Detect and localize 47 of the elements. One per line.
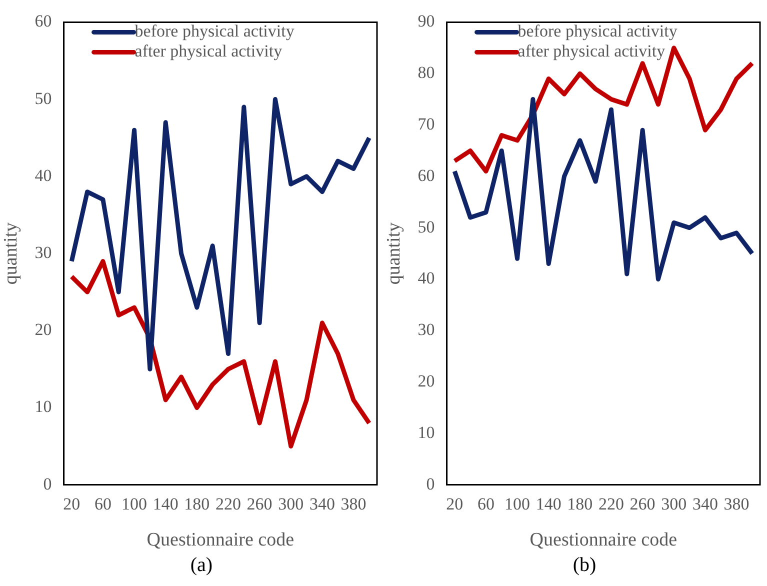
y-tick-label: 20 xyxy=(418,371,435,390)
y-tick-label: 50 xyxy=(418,217,435,236)
y-tick-label: 60 xyxy=(418,166,435,185)
legend-label: before physical activity xyxy=(134,22,295,41)
y-tick-label: 70 xyxy=(418,114,435,134)
x-tick-label: 380 xyxy=(340,494,366,514)
x-tick-label: 60 xyxy=(94,494,112,514)
x-tick-label: 140 xyxy=(536,494,562,514)
y-tick-label: 40 xyxy=(34,166,52,185)
x-tick-label: 260 xyxy=(246,494,272,514)
y-tick-label: 10 xyxy=(34,397,52,416)
y-tick-label: 30 xyxy=(34,242,52,262)
x-tick-label: 340 xyxy=(309,494,335,514)
x-tick-label: 100 xyxy=(504,494,530,514)
y-tick-label: 0 xyxy=(43,474,52,494)
x-tick-label: 220 xyxy=(598,494,624,514)
y-tick-label: 60 xyxy=(34,12,52,31)
y-tick-label: 90 xyxy=(418,12,435,31)
legend-label: before physical activity xyxy=(518,22,678,41)
text: (a) xyxy=(189,554,214,577)
x-tick-label: 340 xyxy=(692,494,718,514)
x-tick-label: 20 xyxy=(446,494,464,514)
legend-label: after physical activity xyxy=(134,42,283,61)
x-axis-title: Questionnaire code xyxy=(146,530,294,551)
y-tick-label: 0 xyxy=(426,474,435,494)
x-tick-label: 180 xyxy=(184,494,210,514)
x-tick-label: 60 xyxy=(477,494,494,514)
x-tick-label: 100 xyxy=(122,494,148,514)
x-tick-label: 300 xyxy=(661,494,687,514)
y-tick-label: 20 xyxy=(34,320,52,340)
y-tick-label: 30 xyxy=(418,320,435,340)
x-tick-label: 220 xyxy=(215,494,241,514)
x-tick-label: 380 xyxy=(724,494,750,514)
y-axis-title: quantity xyxy=(0,222,22,285)
y-tick-label: 40 xyxy=(418,268,435,288)
x-tick-label: 300 xyxy=(278,494,304,514)
x-axis-title: Questionnaire code xyxy=(530,530,677,551)
text: (b) xyxy=(572,554,598,577)
legend-label: after physical activity xyxy=(518,42,666,61)
x-tick-label: 20 xyxy=(63,494,80,514)
y-axis-title: quantity xyxy=(383,222,404,285)
y-tick-label: 10 xyxy=(418,422,435,442)
x-tick-label: 140 xyxy=(152,494,178,514)
y-tick-label: 50 xyxy=(34,88,52,108)
y-tick-label: 80 xyxy=(418,63,435,82)
x-tick-label: 180 xyxy=(567,494,593,514)
x-tick-label: 260 xyxy=(630,494,656,514)
